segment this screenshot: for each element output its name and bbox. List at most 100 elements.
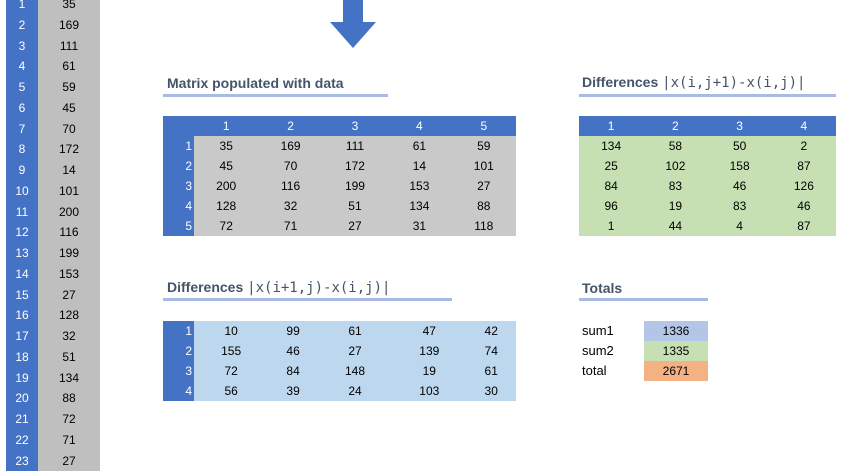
diff-col-formula: |x(i+1,j)-x(i,j)| (247, 280, 390, 296)
matrix-cell: 14 (387, 156, 451, 176)
index-number: 12 (6, 222, 38, 243)
diff-col-cell: 61 (466, 361, 516, 381)
matrix-row-header: 1 (163, 136, 194, 156)
index-value: 88 (38, 388, 100, 409)
diff-row-title-underline (579, 94, 836, 97)
diff-col-cell: 61 (318, 321, 392, 341)
diff-row-cell: 4 (708, 216, 772, 236)
index-number: 9 (6, 160, 38, 181)
index-value: 134 (38, 368, 100, 389)
matrix-cell: 172 (323, 156, 387, 176)
diff-row-title-text: Differences (582, 74, 662, 90)
index-value: 27 (38, 451, 100, 471)
diff-row-cell: 158 (708, 156, 772, 176)
diff-col-cell: 42 (466, 321, 516, 341)
totals-value: 1336 (644, 321, 708, 341)
diff-row-cell: 126 (772, 176, 836, 196)
matrix-col-header: 2 (258, 116, 322, 136)
matrix-cell: 101 (452, 156, 516, 176)
diff-col-cell: 39 (268, 381, 318, 401)
diff-row-col-header: 3 (708, 116, 772, 136)
index-number: 6 (6, 98, 38, 119)
matrix-cell: 134 (387, 196, 451, 216)
index-value: 199 (38, 243, 100, 264)
matrix-col-header: 4 (387, 116, 451, 136)
totals-title-underline (579, 298, 708, 301)
index-number: 21 (6, 409, 38, 430)
diff-col-cell: 139 (392, 341, 466, 361)
diff-row-cell: 84 (579, 176, 643, 196)
index-value: 153 (38, 264, 100, 285)
diff-row-cell: 83 (708, 196, 772, 216)
matrix-cell: 61 (387, 136, 451, 156)
matrix-cell: 35 (194, 136, 258, 156)
matrix-title-underline (163, 94, 388, 97)
index-number: 10 (6, 181, 38, 202)
matrix-cell: 71 (258, 216, 322, 236)
diff-row-cell: 96 (579, 196, 643, 216)
diff-row-col-header: 2 (643, 116, 707, 136)
index-value: 51 (38, 347, 100, 368)
matrix-cell: 32 (258, 196, 322, 216)
index-number: 5 (6, 77, 38, 98)
index-number: 17 (6, 326, 38, 347)
totals-label: sum2 (582, 341, 614, 361)
index-value: 27 (38, 285, 100, 306)
matrix-cell: 59 (452, 136, 516, 156)
matrix-cell: 111 (323, 136, 387, 156)
diff-col-title: Differences |x(i+1,j)-x(i,j)| (167, 279, 390, 296)
diff-col-cell: 72 (194, 361, 268, 381)
index-value: 101 (38, 181, 100, 202)
diff-row-col-header: 1 (579, 116, 643, 136)
totals-label: total (582, 361, 607, 381)
index-value: 45 (38, 98, 100, 119)
diff-row-cell: 44 (643, 216, 707, 236)
index-value: 70 (38, 119, 100, 140)
diff-row-cell: 87 (772, 156, 836, 176)
diff-col-cell: 56 (194, 381, 268, 401)
index-value: 72 (38, 409, 100, 430)
matrix-cell: 128 (194, 196, 258, 216)
index-value: 14 (38, 160, 100, 181)
diff-col-cell: 47 (392, 321, 466, 341)
index-value: 200 (38, 202, 100, 223)
diff-row-cell: 46 (772, 196, 836, 216)
matrix-col-header: 5 (452, 116, 516, 136)
index-number: 19 (6, 368, 38, 389)
diff-col-cell: 24 (318, 381, 392, 401)
index-number: 2 (6, 15, 38, 36)
index-value: 169 (38, 15, 100, 36)
matrix-row-header: 5 (163, 216, 194, 236)
matrix-cell: 70 (258, 156, 322, 176)
diff-row-cell: 134 (579, 136, 643, 156)
diff-col-cell: 46 (268, 341, 318, 361)
index-number: 23 (6, 451, 38, 471)
diff-col-cell: 27 (318, 341, 392, 361)
